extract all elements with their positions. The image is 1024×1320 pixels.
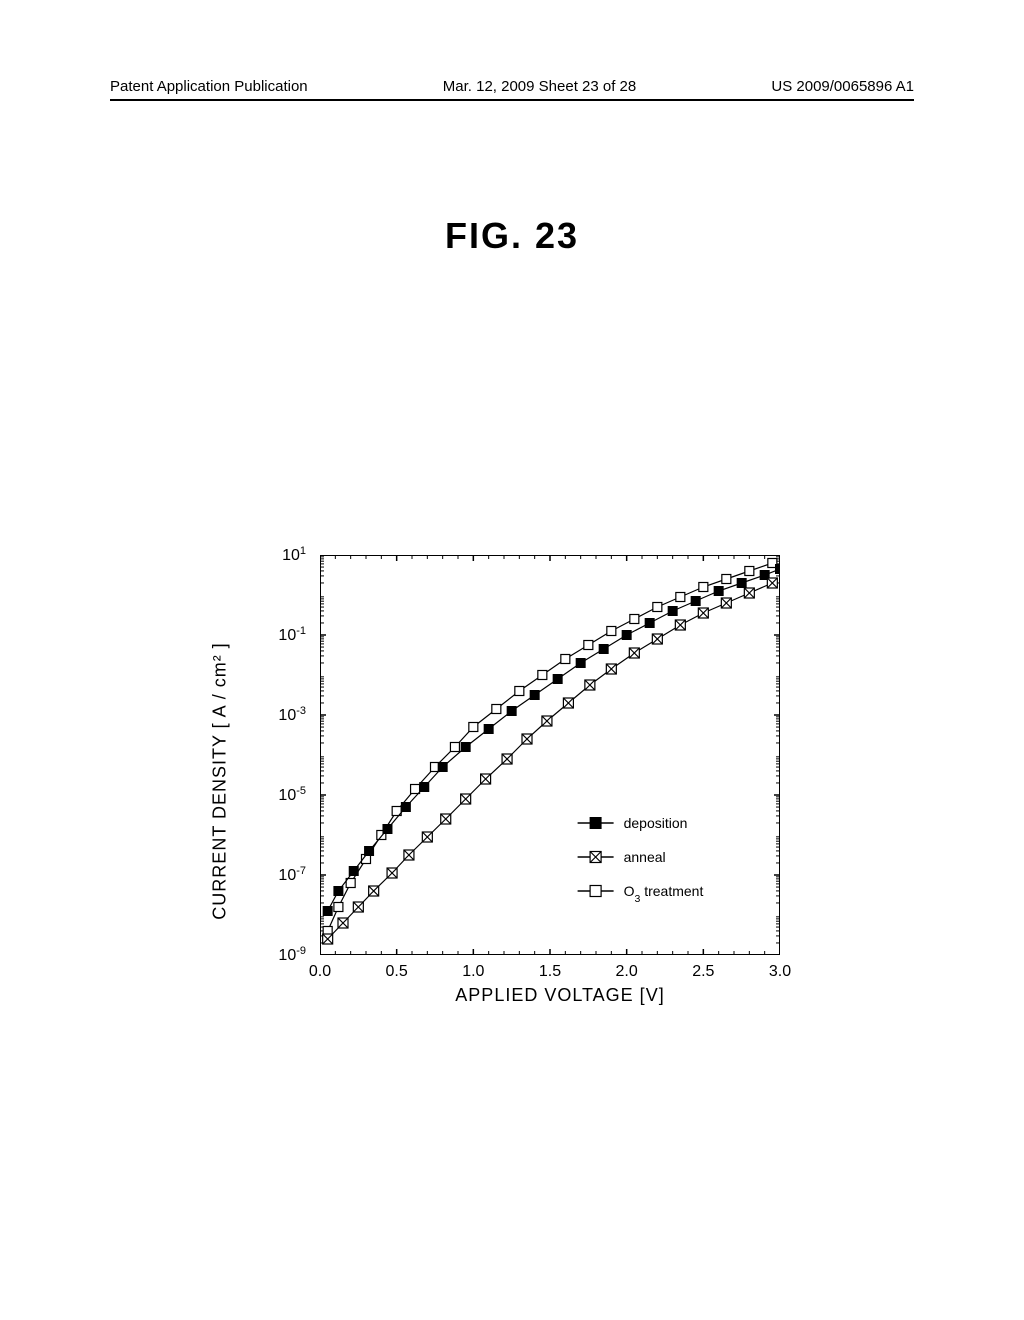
y-tick-label: 10-5 xyxy=(278,785,306,805)
x-tick-label: 3.0 xyxy=(769,963,791,981)
x-axis-label: APPLIED VOLTAGE [V] xyxy=(320,985,800,1006)
y-tick-label: 10-3 xyxy=(278,705,306,725)
header-center: Mar. 12, 2009 Sheet 23 of 28 xyxy=(443,78,636,95)
svg-text:anneal: anneal xyxy=(624,849,666,865)
series-anneal xyxy=(323,578,778,944)
header-right: US 2009/0065896 A1 xyxy=(771,78,914,95)
x-tick-label: 0.0 xyxy=(309,963,331,981)
x-tick-label: 1.5 xyxy=(539,963,561,981)
legend: deposition anneal O3 treatment xyxy=(578,815,704,905)
y-axis-label: CURRENT DENSITY [ A / cm² ] xyxy=(210,642,231,919)
page-header: Patent Application Publication Mar. 12, … xyxy=(110,78,914,101)
y-tick-label: 10-9 xyxy=(278,945,306,965)
figure-title: FIG. 23 xyxy=(0,215,1024,257)
plot-area: depositionannealO3 treatment 10110-110-3… xyxy=(320,555,800,955)
svg-text:O3 treatment: O3 treatment xyxy=(624,883,704,905)
y-tick-label: 10-1 xyxy=(278,625,306,645)
series-deposition xyxy=(323,565,780,916)
chart-container: CURRENT DENSITY [ A / cm² ] depositionan… xyxy=(240,555,800,1006)
x-tick-label: 0.5 xyxy=(386,963,408,981)
header-left: Patent Application Publication xyxy=(110,78,308,95)
y-tick-label: 10-7 xyxy=(278,865,306,885)
x-tick-label: 1.0 xyxy=(462,963,484,981)
chart-svg: deposition anneal O3 treatment xyxy=(320,555,780,955)
x-tick-label: 2.0 xyxy=(616,963,638,981)
x-tick-label: 2.5 xyxy=(692,963,714,981)
svg-text:deposition: deposition xyxy=(624,815,688,831)
y-tick-label: 101 xyxy=(282,545,306,565)
